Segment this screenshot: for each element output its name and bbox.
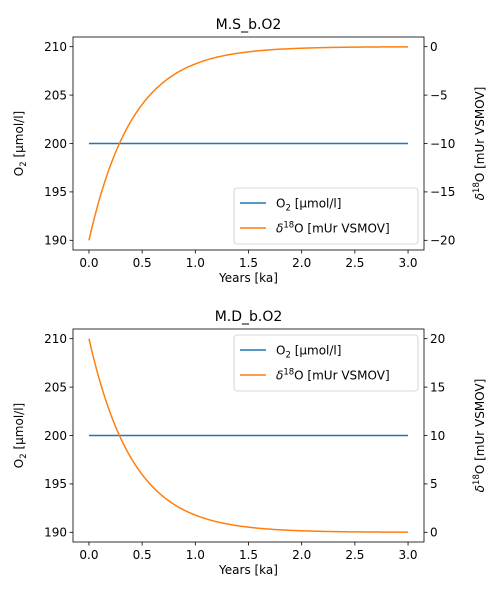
legend-name: δ [276,368,283,382]
x-tick-label: 0.5 [133,548,152,562]
y-right-label-delta: δ [473,193,487,200]
legend: O2 [µmol/l] δ18O [mUr VSMOV] [233,187,419,245]
legend-box [233,334,419,392]
x-tick-label: 0.5 [133,256,152,270]
x-tick-label: 2.0 [292,548,311,562]
x-tick-label: 1.5 [239,256,258,270]
y-right-label-delta: δ [473,485,487,492]
legend-name: O [276,196,285,210]
y-left-label-main: O [12,459,26,468]
legend-name-subscript: 2 [285,203,290,213]
x-tick-label: 2.5 [345,256,364,270]
y-right-tick-label: −20 [430,234,455,248]
x-axis-label: Years [ka] [218,563,278,577]
y-left-tick-label: 190 [44,234,67,248]
series-line-delta18o [88,46,409,241]
y-left-tick-label: 205 [44,88,67,102]
y-left-tick-label: 195 [44,185,67,199]
x-axis-label: Years [ka] [218,271,278,285]
legend-entry: δ18O [mUr VSMOV] [276,220,390,235]
y-right-tick-label: 5 [430,477,438,491]
y-left-tick-label: 210 [44,40,67,54]
chart-title: M.S_b.O2 [216,17,282,33]
y-right-label-superscript: 18 [472,474,482,485]
legend-entry: O2 [µmol/l] [276,196,341,213]
x-tick-label: 1.0 [186,548,205,562]
y-left-axis-label: O2 [µmol/l] [12,403,29,468]
chart-2: 0.0 0.5 1.0 1.5 2.0 2.5 3.0 190 195 200 205 210 0 5 10… [12,309,487,577]
x-tick-label: 2.5 [345,548,364,562]
legend-name-rest: O [mUr VSMOV] [294,221,389,235]
y-left-tick-label: 210 [44,332,67,346]
y-right-tick-label: −10 [430,137,455,151]
y-right-axis-label: δ18O [mUr VSMOV] [472,379,487,493]
y-right-tick-label: 0 [430,526,438,540]
y-right-tick-label: −15 [430,185,455,199]
legend-name-superscript: 18 [283,367,294,377]
legend-entry: δ18O [mUr VSMOV] [276,367,390,382]
y-left-label-subscript: 2 [19,161,29,166]
y-left-tick-label: 190 [44,526,67,540]
legend-entry: O2 [µmol/l] [276,343,341,360]
y-left-tick-label: 205 [44,380,67,394]
legend-name: O [276,343,285,357]
y-right-tick-label: 20 [430,332,445,346]
y-left-tick-label: 200 [44,429,67,443]
legend-name-subscript: 2 [285,350,290,360]
legend-box [233,187,419,245]
legend-name-rest: [µmol/l] [291,196,342,210]
x-tick-label: 3.0 [398,548,417,562]
y-right-label-rest: O [mUr VSMOV] [473,379,487,474]
y-left-tick-label: 195 [44,477,67,491]
y-right-axis-label: δ18O [mUr VSMOV] [472,87,487,201]
legend-name: δ [276,221,283,235]
x-tick-label: 0.0 [79,548,98,562]
y-left-label-subscript: 2 [19,453,29,458]
y-right-tick-label: 10 [430,429,445,443]
chart-1: 0.0 0.5 1.0 1.5 2.0 2.5 3.0 190 195 200 205 210 −20 −… [12,17,487,285]
x-tick-label: 1.5 [239,548,258,562]
y-right-label-superscript: 18 [472,182,482,193]
y-left-label-unit: [µmol/l] [12,111,26,162]
series-line-delta18o [88,338,409,533]
chart-title: M.D_b.O2 [215,309,283,325]
y-left-label-main: O [12,167,26,176]
y-right-tick-label: 0 [430,40,438,54]
y-left-tick-label: 200 [44,137,67,151]
y-left-axis-label: O2 [µmol/l] [12,111,29,176]
y-right-label-rest: O [mUr VSMOV] [473,87,487,182]
y-right-tick-label: −5 [430,88,448,102]
x-tick-label: 1.0 [186,256,205,270]
x-tick-label: 3.0 [398,256,417,270]
legend-name-rest: [µmol/l] [291,343,342,357]
y-left-label-unit: [µmol/l] [12,403,26,454]
x-tick-label: 2.0 [292,256,311,270]
legend-name-rest: O [mUr VSMOV] [294,368,389,382]
legend-name-superscript: 18 [283,220,294,230]
legend: O2 [µmol/l] δ18O [mUr VSMOV] [233,334,419,392]
x-tick-label: 0.0 [79,256,98,270]
y-right-tick-label: 15 [430,380,445,394]
